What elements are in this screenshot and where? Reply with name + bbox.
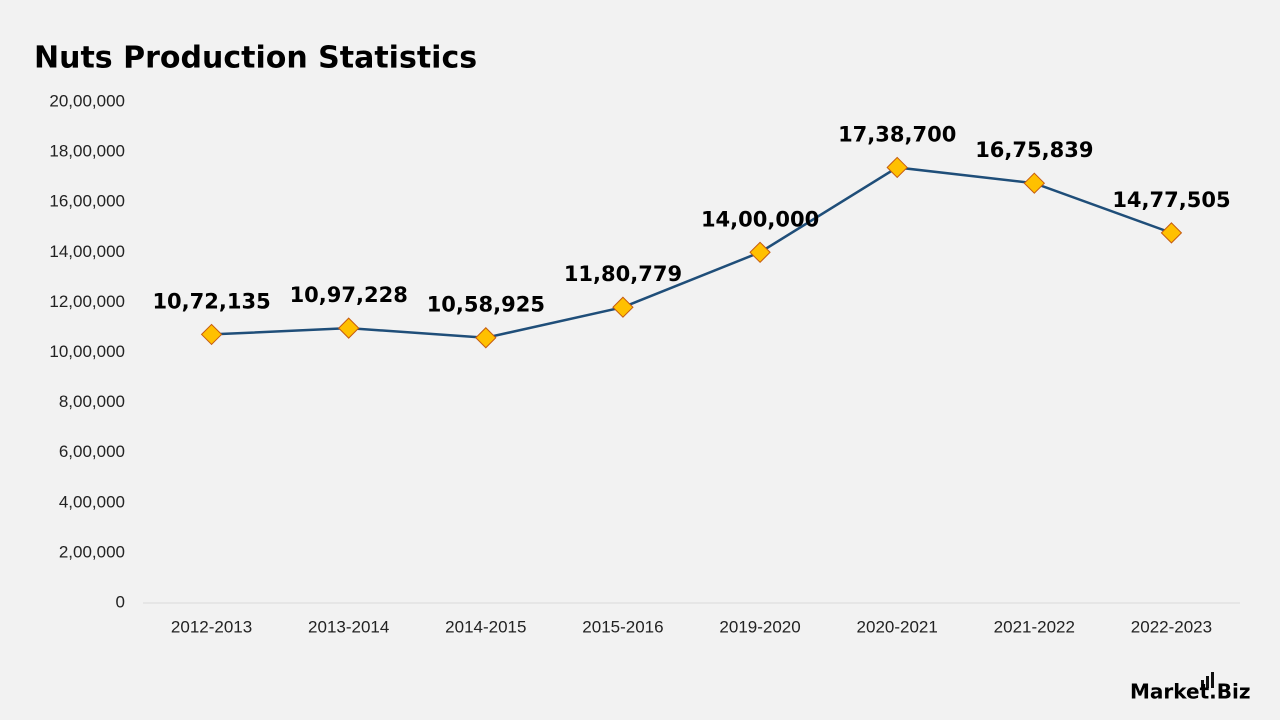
marker (337, 317, 360, 339)
y-tick-label: 12,00,000 (49, 292, 125, 311)
logo-bar (1201, 680, 1204, 688)
y-tick-label: 8,00,000 (59, 392, 125, 411)
marker (200, 323, 223, 346)
y-tick-label: 0 (116, 592, 125, 611)
data-label: 10,58,925 (427, 293, 545, 317)
brand: Market.Biz (1130, 680, 1251, 704)
marker (749, 241, 771, 264)
data-label: 11,80,779 (564, 262, 682, 286)
data-label: 14,00,000 (701, 207, 819, 231)
data-label: 17,38,700 (838, 122, 956, 146)
y-tick-label: 14,00,000 (49, 242, 125, 261)
brand-logo: Market.Biz (1130, 672, 1251, 704)
logo-bar (1206, 676, 1209, 688)
x-tick-label: 2013-2014 (308, 617, 389, 636)
data-label: 16,75,839 (975, 138, 1093, 162)
y-tick-label: 10,00,000 (49, 342, 125, 361)
x-tick-label: 2022-2023 (1131, 617, 1212, 636)
y-tick-label: 6,00,000 (59, 442, 125, 461)
line (211, 166, 1172, 339)
chart-title: Nuts Production Statistics (34, 41, 477, 76)
x-tick-label: 2019-2020 (719, 617, 800, 636)
marker (612, 296, 634, 318)
y-tick-label: 4,00,000 (59, 492, 125, 511)
logo-bar (1211, 672, 1214, 688)
y-tick-label: 2,00,000 (59, 542, 125, 561)
marker (475, 327, 497, 349)
data-label: 14,77,505 (1112, 188, 1230, 212)
data-label: 10,97,228 (290, 283, 408, 307)
x-tick-label: 2021-2022 (994, 617, 1075, 636)
data-label: 10,72,135 (152, 289, 270, 313)
x-tick-label: 2012-2013 (171, 617, 252, 636)
marker (1023, 172, 1046, 194)
x-tick-label: 2015-2016 (582, 617, 663, 636)
y-tick-label: 18,00,000 (49, 142, 125, 161)
y-tick-label: 20,00,000 (49, 91, 125, 110)
marker (1160, 222, 1183, 244)
x-tick-label: 2014-2015 (445, 617, 526, 636)
x-tick-label: 2020-2021 (857, 617, 938, 636)
marker (886, 156, 908, 179)
y-tick-label: 16,00,000 (49, 192, 125, 211)
